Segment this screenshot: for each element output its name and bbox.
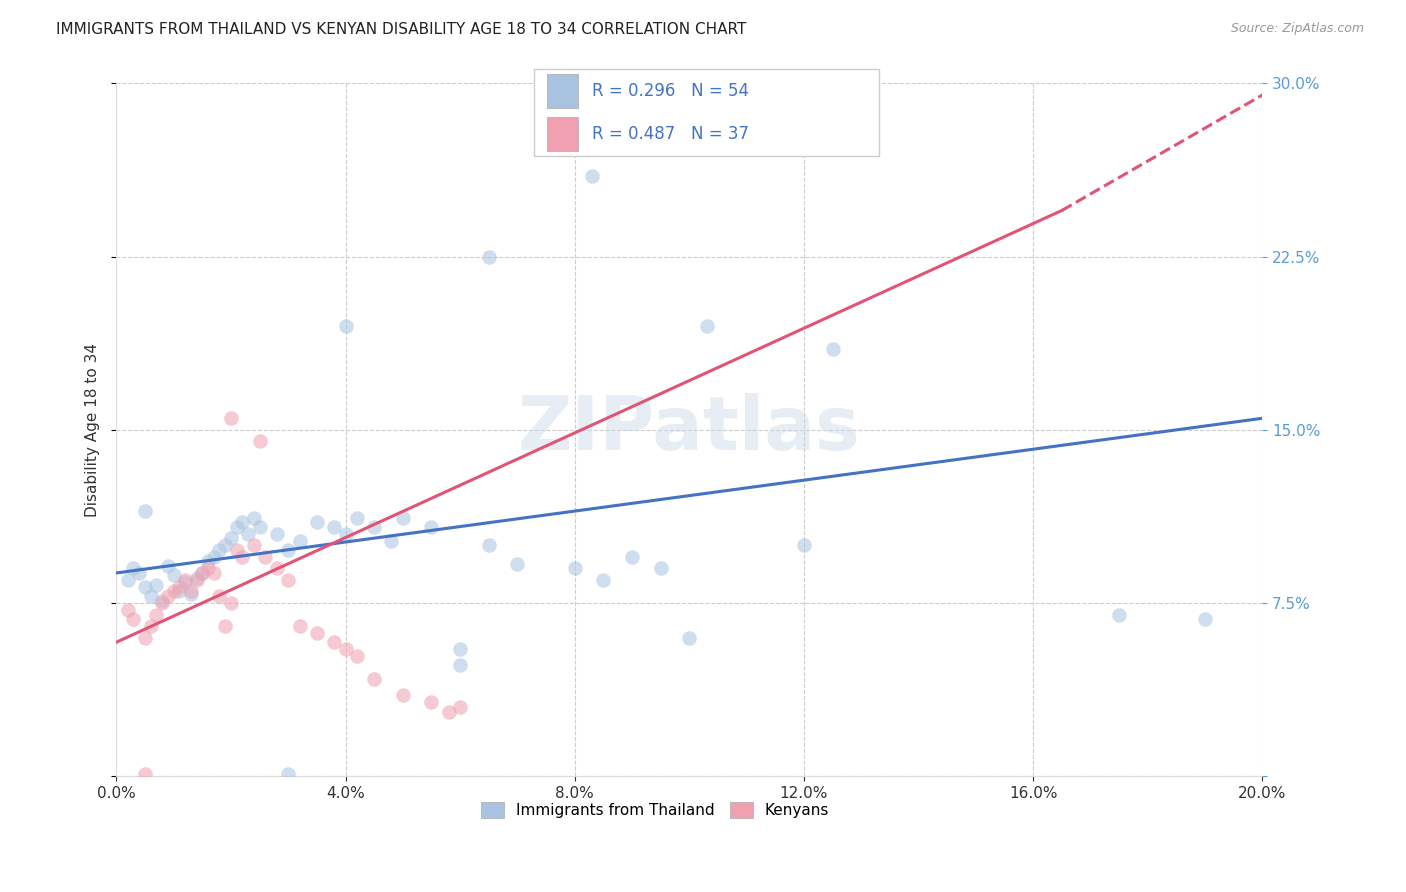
Point: [219, 596, 242, 610]
Point: [225, 542, 247, 557]
Point: [793, 538, 815, 552]
Point: [288, 533, 311, 548]
Point: [266, 561, 288, 575]
Point: [323, 520, 346, 534]
Point: [592, 573, 614, 587]
Point: [191, 566, 214, 580]
Text: R = 0.296   N = 54: R = 0.296 N = 54: [592, 82, 749, 100]
Point: [564, 561, 586, 575]
Point: [191, 566, 214, 580]
Point: [174, 575, 197, 590]
Point: [219, 532, 242, 546]
Point: [1194, 612, 1216, 626]
Point: [305, 515, 328, 529]
Y-axis label: Disability Age 18 to 34: Disability Age 18 to 34: [86, 343, 100, 516]
Point: [277, 542, 299, 557]
Point: [122, 561, 145, 575]
Point: [1108, 607, 1130, 622]
Point: [197, 554, 219, 568]
Point: [420, 695, 443, 709]
Point: [288, 619, 311, 633]
Point: [449, 699, 471, 714]
Point: [650, 561, 672, 575]
Point: [243, 538, 266, 552]
Point: [197, 561, 219, 575]
Point: [219, 411, 242, 425]
Point: [821, 342, 844, 356]
Legend: Immigrants from Thailand, Kenyans: Immigrants from Thailand, Kenyans: [475, 796, 835, 824]
Point: [117, 573, 139, 587]
Point: [266, 526, 288, 541]
Point: [162, 584, 184, 599]
Point: [449, 658, 471, 673]
Point: [249, 520, 271, 534]
Point: [122, 612, 145, 626]
Point: [478, 250, 501, 264]
Point: [437, 705, 460, 719]
Point: [208, 589, 231, 603]
Point: [305, 626, 328, 640]
Text: R = 0.487   N = 37: R = 0.487 N = 37: [592, 125, 749, 143]
Point: [335, 642, 357, 657]
Point: [231, 515, 253, 529]
Point: [139, 619, 162, 633]
Point: [145, 577, 167, 591]
Point: [186, 573, 208, 587]
Point: [134, 767, 156, 781]
Point: [202, 549, 225, 564]
Point: [128, 566, 150, 580]
Point: [323, 635, 346, 649]
Point: [335, 526, 357, 541]
Point: [335, 318, 357, 333]
Text: IMMIGRANTS FROM THAILAND VS KENYAN DISABILITY AGE 18 TO 34 CORRELATION CHART: IMMIGRANTS FROM THAILAND VS KENYAN DISAB…: [56, 22, 747, 37]
Point: [420, 520, 443, 534]
Point: [236, 526, 259, 541]
Point: [225, 520, 247, 534]
Point: [134, 631, 156, 645]
Point: [380, 533, 402, 548]
Point: [478, 538, 501, 552]
Point: [150, 596, 173, 610]
Text: Source: ZipAtlas.com: Source: ZipAtlas.com: [1230, 22, 1364, 36]
Point: [231, 549, 253, 564]
Point: [392, 689, 415, 703]
Point: [117, 603, 139, 617]
Point: [696, 318, 718, 333]
Point: [202, 566, 225, 580]
Point: [277, 573, 299, 587]
Point: [145, 607, 167, 622]
Point: [156, 559, 179, 574]
Point: [506, 557, 529, 571]
Point: [180, 587, 202, 601]
Point: [169, 584, 191, 599]
Point: [180, 584, 202, 599]
Point: [277, 767, 299, 781]
Point: [139, 589, 162, 603]
Point: [392, 510, 415, 524]
Point: [134, 580, 156, 594]
Point: [134, 503, 156, 517]
Point: [156, 589, 179, 603]
Point: [346, 510, 368, 524]
Point: [186, 571, 208, 585]
Point: [346, 649, 368, 664]
Point: [150, 593, 173, 607]
Point: [363, 672, 385, 686]
Point: [581, 169, 603, 183]
Point: [449, 642, 471, 657]
Point: [208, 542, 231, 557]
Point: [363, 520, 385, 534]
Point: [174, 573, 197, 587]
Point: [169, 580, 191, 594]
Point: [678, 631, 700, 645]
Point: [243, 510, 266, 524]
Point: [214, 538, 236, 552]
Text: ZIPatlas: ZIPatlas: [517, 393, 860, 467]
Point: [214, 619, 236, 633]
Point: [254, 549, 277, 564]
Point: [621, 549, 644, 564]
Point: [162, 568, 184, 582]
Point: [249, 434, 271, 449]
